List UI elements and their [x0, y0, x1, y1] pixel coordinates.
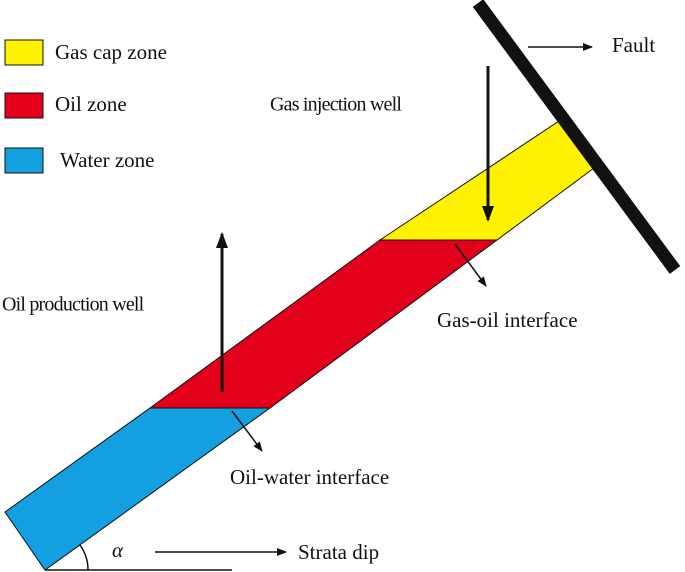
label: Oil-water interface [230, 465, 389, 489]
legend-label: Water zone [60, 148, 155, 172]
oil-water-arrow [231, 410, 263, 452]
label: Fault [612, 33, 655, 57]
legend-label: Gas cap zone [55, 40, 167, 64]
fault-line [472, 0, 681, 274]
legend-swatch [4, 39, 44, 66]
legend-swatch [4, 147, 44, 174]
label: Gas injection well [270, 94, 402, 116]
angle-label: α [112, 538, 124, 562]
water-zone [4, 407, 272, 571]
gas-oil-arrow [454, 243, 487, 287]
legend-swatch [4, 92, 44, 119]
label: Oil production well [2, 294, 145, 316]
legend-label: Oil zone [55, 92, 127, 116]
angle-arc [79, 544, 89, 571]
label: Gas-oil interface [437, 308, 578, 332]
label: Strata dip [298, 540, 379, 564]
